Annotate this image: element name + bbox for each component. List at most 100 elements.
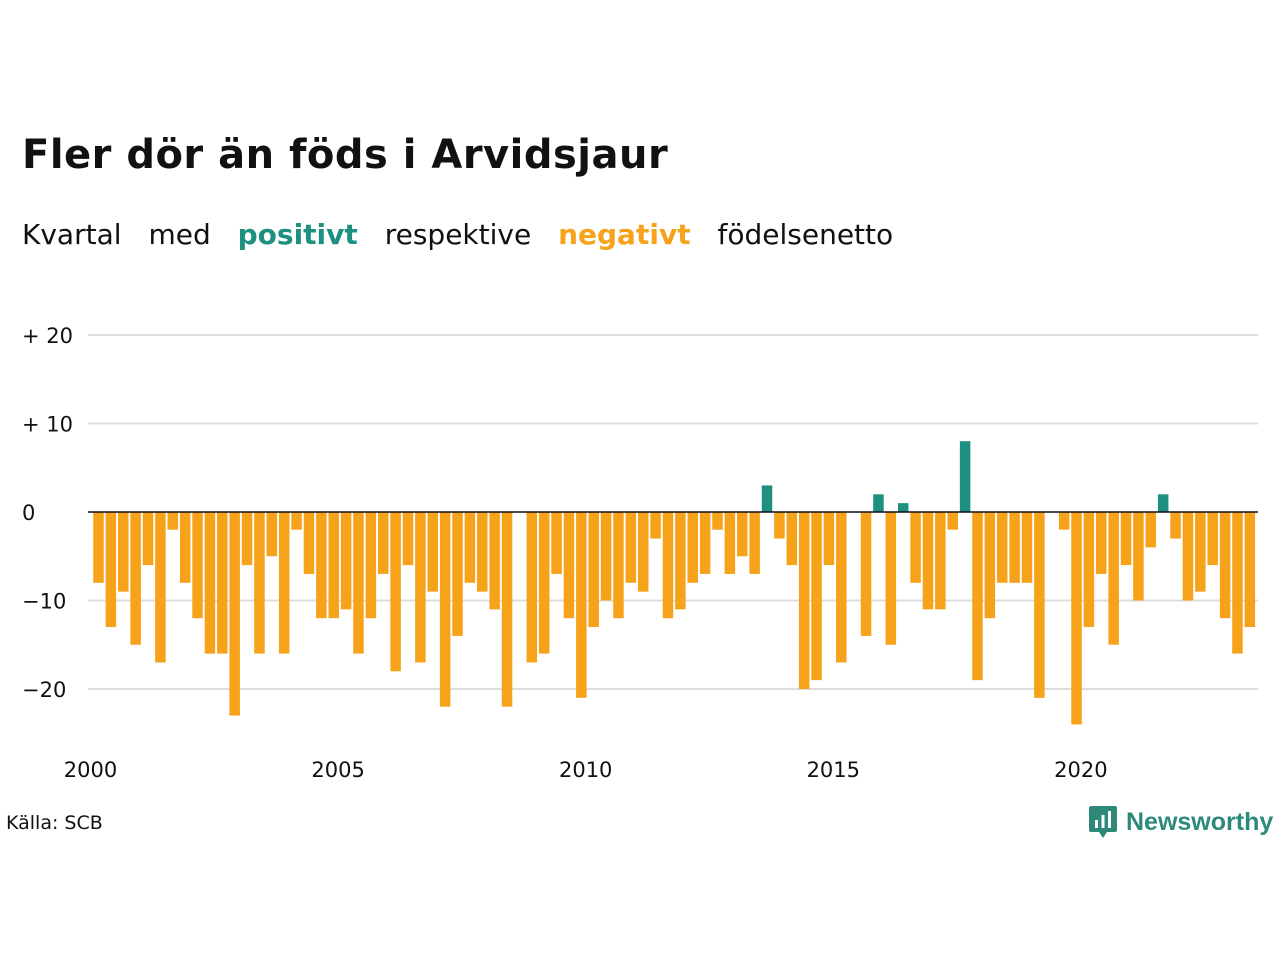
bar [1219, 512, 1231, 619]
subtitle-text-1: Kvartal [22, 218, 122, 251]
bar [972, 512, 983, 681]
bar [798, 512, 810, 689]
bar [377, 512, 389, 574]
bar [1207, 512, 1218, 566]
bar [860, 512, 872, 636]
bar [873, 494, 884, 512]
bar [254, 512, 265, 654]
bar [105, 512, 117, 628]
bar [118, 512, 129, 592]
bar [959, 441, 971, 512]
y-tick-label: 0 [22, 501, 35, 525]
bar [155, 512, 166, 663]
brand-name: Newsworthy [1126, 807, 1274, 836]
bar [588, 512, 599, 628]
bar [390, 512, 401, 672]
bar [947, 512, 958, 530]
source-note: Källa: SCB [6, 812, 103, 834]
bar [427, 512, 439, 592]
bar [1195, 512, 1206, 592]
bar [675, 512, 686, 610]
bar [774, 512, 785, 539]
subtitle-positive: positivt [237, 218, 358, 251]
bar [439, 512, 451, 707]
bar [699, 512, 711, 574]
bar [687, 512, 698, 583]
bar [935, 512, 946, 610]
y-tick-label: −10 [22, 590, 66, 614]
bar [130, 512, 141, 645]
bar [1071, 512, 1082, 725]
bar [836, 512, 847, 663]
subtitle-text-3: respektive [384, 218, 532, 251]
bar [1170, 512, 1181, 539]
bar [1182, 512, 1194, 601]
bar [167, 512, 179, 530]
bar [786, 512, 798, 566]
bar [1232, 512, 1243, 654]
x-tick-label: 2010 [559, 758, 612, 782]
bar [1120, 512, 1132, 566]
bar [353, 512, 364, 654]
bar [662, 512, 674, 619]
bar [415, 512, 426, 663]
brand-logo: Newsworthy [1088, 804, 1273, 840]
bar [551, 512, 562, 574]
y-tick-label: −20 [22, 678, 66, 702]
bar [291, 512, 302, 530]
bar [576, 512, 587, 698]
bar [1021, 512, 1033, 583]
bar [910, 512, 921, 583]
bar [1009, 512, 1020, 583]
bar [192, 512, 203, 619]
bar [823, 512, 835, 566]
bar [1108, 512, 1119, 645]
bar [885, 512, 897, 645]
bar [724, 512, 736, 574]
bar [303, 512, 315, 574]
bar [402, 512, 414, 566]
chart-subtitle: Kvartal med positivt respektive negativt… [22, 218, 911, 251]
bar [217, 512, 228, 654]
bar [365, 512, 377, 619]
bar [1244, 512, 1256, 628]
subtitle-text-4: födelsenetto [717, 218, 894, 251]
bar [241, 512, 253, 566]
bar [142, 512, 154, 566]
bar [637, 512, 649, 592]
bar [1058, 512, 1070, 530]
chart-title: Fler dör än föds i Arvidsjaur [22, 132, 669, 178]
bar [897, 503, 909, 512]
bar [489, 512, 500, 610]
bar [179, 512, 191, 583]
bar [229, 512, 240, 716]
newsworthy-logo-icon [1089, 806, 1117, 838]
bar [996, 512, 1008, 583]
bar [712, 512, 723, 530]
bar [477, 512, 488, 592]
bar-chart: + 20 + 10 0 −10 −20 2000 2005 2010 2015 2020 [22, 324, 1258, 782]
bar [1083, 512, 1095, 628]
bar [452, 512, 463, 636]
bar [266, 512, 278, 557]
bar [811, 512, 822, 681]
y-tick-label: + 20 [22, 324, 73, 348]
bar [538, 512, 550, 654]
x-tick-label: 2020 [1054, 758, 1107, 782]
bar [1096, 512, 1107, 574]
bar [340, 512, 352, 610]
bar [204, 512, 216, 654]
bar [761, 485, 773, 512]
x-tick-label: 2000 [64, 758, 117, 782]
bar [1133, 512, 1144, 601]
x-tick-label: 2015 [807, 758, 860, 782]
bar [650, 512, 661, 539]
bar [1145, 512, 1157, 548]
bar [93, 512, 104, 583]
bar [600, 512, 612, 601]
bar [1157, 494, 1169, 512]
bar [464, 512, 476, 583]
bar [526, 512, 538, 663]
bar [501, 512, 513, 707]
bar [922, 512, 934, 610]
